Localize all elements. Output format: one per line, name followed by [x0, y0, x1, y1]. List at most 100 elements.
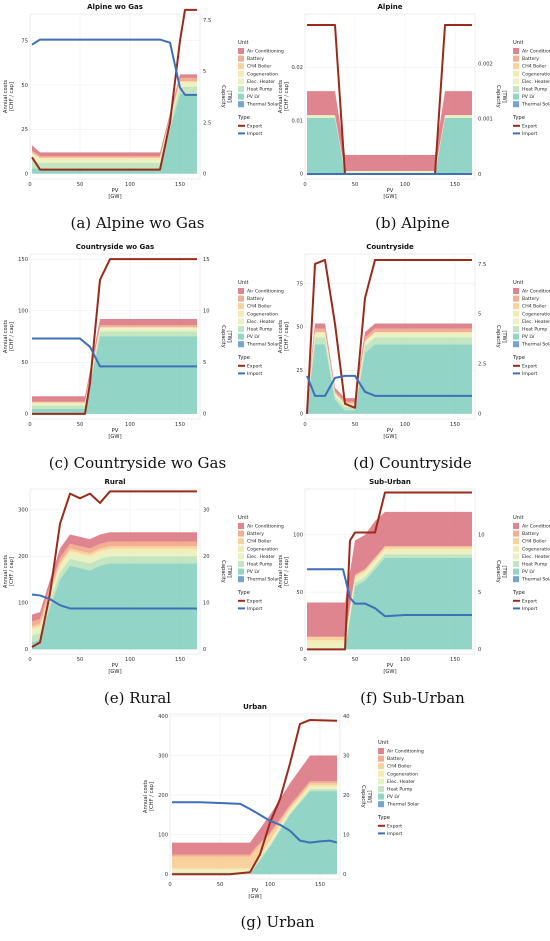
- chart-title: Sub-Urban: [369, 478, 411, 486]
- y2-tick-label: 10: [478, 533, 485, 539]
- legend-swatch: [513, 568, 519, 575]
- chart-svg: Countryside wo Gas 0 50 100 150 0 50 100 150 0 5 10…: [3, 243, 284, 440]
- chart-title: Alpine wo Gas: [87, 3, 143, 11]
- legend-label: Air Conditioning: [247, 524, 284, 530]
- y2-tick-label: 5: [478, 312, 481, 318]
- legend-label: Elec. Heater: [247, 79, 275, 85]
- y2-axis-label: Capacity: [495, 85, 501, 108]
- x-tick-label: 50: [77, 657, 84, 663]
- figure-caption: (d) Countryside: [353, 454, 472, 472]
- y-tick-label: 200: [18, 554, 28, 560]
- y2-axis-label: [TW]: [226, 330, 232, 342]
- x-tick-label: 100: [125, 182, 135, 188]
- y-tick-label: 300: [158, 753, 168, 759]
- line-export: [32, 258, 197, 415]
- x-axis-label: PV: [387, 428, 394, 434]
- legend-label: Thermal Solar: [246, 342, 279, 348]
- type-legend-title: Type: [237, 355, 250, 361]
- chart-svg: Rural 0 50 100 150 0 100 200 300 0 10 20 30 PV[GW] Ann…: [3, 478, 284, 675]
- legend-swatch: [238, 561, 244, 567]
- legend-label: PV LV: [247, 569, 260, 575]
- legend-swatch: [513, 326, 519, 332]
- chart-title: Alpine: [378, 3, 403, 11]
- legend-label: CH4 Boiler: [387, 764, 411, 770]
- area-air-conditioning: [172, 755, 337, 855]
- area-air-conditioning: [307, 91, 472, 172]
- y-tick-label: 25: [21, 127, 28, 133]
- y-tick-label: 0.01: [291, 118, 303, 124]
- legend-label: Air Conditioning: [522, 289, 550, 295]
- y2-tick-label: 2.5: [203, 120, 211, 126]
- y2-axis-label: [TW]: [501, 565, 507, 577]
- legend-swatch: [238, 310, 244, 317]
- y2-axis-label: Capacity: [495, 560, 501, 583]
- legend-label: PV LV: [522, 94, 535, 100]
- area-pv-lv: [172, 791, 337, 875]
- legend-label: PV LV: [247, 334, 260, 340]
- legend-swatch: [513, 576, 519, 583]
- line-export: [31, 490, 197, 648]
- chart-panel: Rural 0 50 100 150 0 100 200 300 0 10 20 30 PV [GW] Ann…: [0, 475, 284, 707]
- y2-tick-label: 7.5: [203, 18, 211, 24]
- chart-svg: Urban 0 50 100 150 0 100 200 300 400 0 10 20 30 40 PV[G…: [143, 703, 424, 900]
- area-pv-lv: [32, 563, 197, 650]
- y2-tick-label: 0: [203, 171, 206, 177]
- x-tick-label: 50: [352, 422, 359, 428]
- x-tick-label: 0: [28, 657, 31, 663]
- legend-label: Air Conditioning: [522, 524, 550, 530]
- area-cogeneration: [307, 548, 472, 644]
- legend-swatch: [513, 295, 519, 302]
- legend-swatch: [238, 523, 244, 529]
- chart-title: Rural: [105, 478, 126, 486]
- x-tick-label: 150: [175, 657, 185, 663]
- area-pv-lv: [307, 117, 472, 174]
- y2-tick-label: 0: [478, 412, 481, 418]
- y-tick-label: 50: [296, 590, 303, 596]
- legend-swatch: [513, 523, 519, 529]
- x-tick-label: 0: [168, 882, 171, 888]
- x-tick-label: 150: [175, 182, 185, 188]
- legend-swatch: [238, 333, 244, 340]
- legend-label: Heat Pump: [522, 327, 547, 333]
- legend-label: Air Conditioning: [387, 749, 424, 755]
- figure-caption: (e) Rural: [103, 689, 172, 707]
- y2-tick-label: 5: [478, 590, 481, 596]
- y2-axis-label: [TW]: [366, 790, 372, 802]
- chart-panel: Countryside 0 50 100 150 0 25 50 75 0 2.5 5 7.5 PV [GW…: [275, 240, 550, 472]
- x-tick-label: 150: [450, 657, 460, 663]
- y-axis-label: Annual costs: [278, 320, 284, 353]
- chart-panel: Countryside wo Gas 0 50 100 150 0 50 100 150 0 5 10…: [0, 240, 284, 472]
- legend-swatch: [378, 778, 384, 785]
- type-legend-title: Type: [377, 815, 390, 821]
- line-import: [31, 38, 197, 96]
- y-tick-label: 200: [158, 793, 168, 799]
- x-tick-label: 100: [400, 422, 410, 428]
- unit-legend-title: Unit: [513, 40, 524, 46]
- legend-label: Import: [247, 371, 262, 377]
- y-tick-label: 150: [18, 257, 28, 263]
- chart-panel: Alpine 0 50 100 150 0 0.01 0.02 0 0.001 0.002 PV [GW…: [275, 0, 550, 232]
- y-tick-label: 100: [293, 533, 303, 539]
- y-tick-label: 0: [165, 872, 168, 878]
- legend-label: Air Conditioning: [247, 49, 284, 55]
- legend-swatch: [513, 288, 519, 294]
- legend-swatch: [513, 341, 519, 348]
- legend-label: Cogeneration: [387, 771, 418, 777]
- y2-axis-label: Capacity: [495, 325, 501, 348]
- y-axis-label: Annual costs: [278, 80, 284, 113]
- legend-swatch: [513, 530, 519, 537]
- y2-tick-label: 30: [203, 508, 210, 514]
- type-legend-title: Type: [512, 590, 525, 596]
- legend-swatch: [238, 538, 244, 545]
- y-tick-label: 0.02: [291, 65, 303, 71]
- y-axis-label: [CHF / cap]: [284, 82, 290, 111]
- x-tick-label: 0: [28, 422, 31, 428]
- x-axis-label: [GW]: [383, 669, 396, 675]
- legend-label: Export: [247, 598, 262, 604]
- legend-swatch: [238, 101, 244, 108]
- legend-swatch: [513, 86, 519, 92]
- y-axis-label: [CHF / cap]: [9, 557, 15, 586]
- legend-swatch: [513, 318, 519, 325]
- y-axis-label: Annual costs: [3, 320, 9, 353]
